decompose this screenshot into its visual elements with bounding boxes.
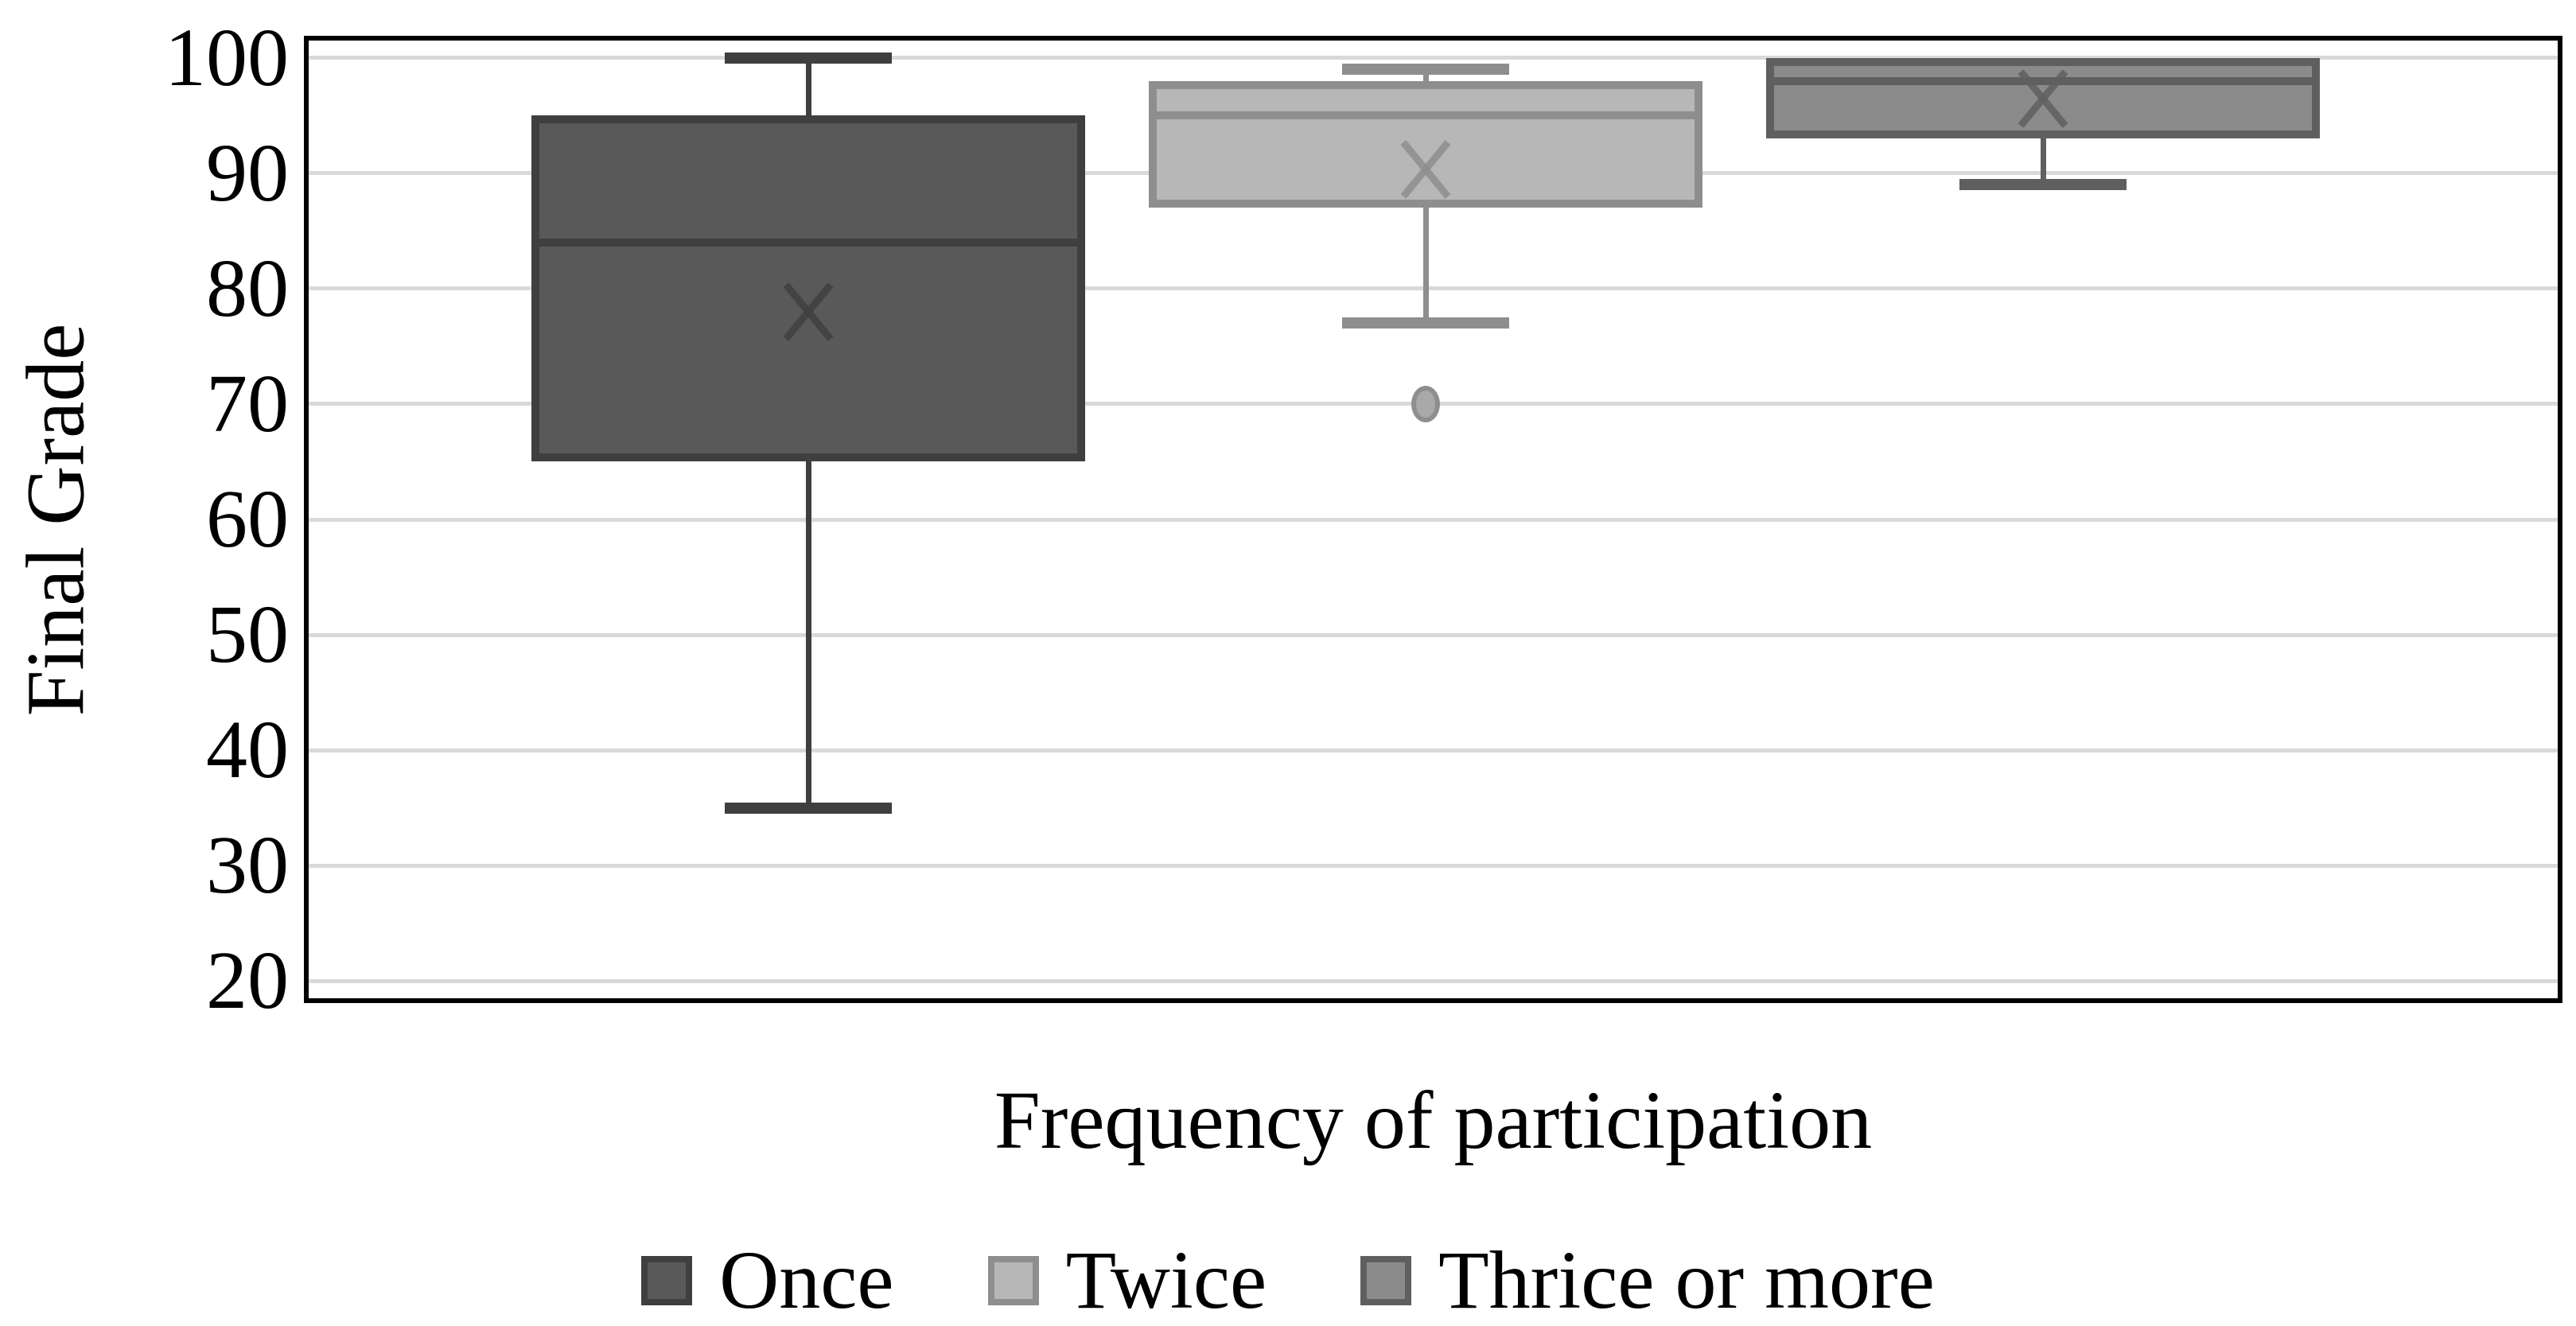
median-line-thrice-or-more bbox=[1766, 76, 2320, 85]
mean-marker-twice bbox=[1397, 136, 1454, 203]
gridline-20 bbox=[309, 978, 2558, 983]
whisker-cap-bottom-thrice-or-more bbox=[1959, 179, 2127, 191]
legend-swatch-once bbox=[641, 1256, 693, 1305]
gridline-100 bbox=[309, 56, 2558, 60]
whisker-stem-bottom-once bbox=[805, 461, 811, 808]
whisker-cap-top-once bbox=[725, 52, 892, 64]
whisker-cap-bottom-twice bbox=[1342, 317, 1509, 329]
y-tick-label-70: 70 bbox=[206, 357, 289, 449]
gridline-60 bbox=[309, 517, 2558, 522]
y-tick-label-90: 90 bbox=[206, 126, 289, 219]
y-tick-label-100: 100 bbox=[165, 11, 289, 103]
legend-item-once: Once bbox=[641, 1229, 894, 1326]
mean-marker-once bbox=[780, 278, 837, 345]
y-tick-label-30: 30 bbox=[206, 819, 289, 912]
whisker-stem-top-twice bbox=[1422, 69, 1429, 81]
y-tick-label-20: 20 bbox=[206, 935, 289, 1027]
y-tick-label-40: 40 bbox=[206, 704, 289, 796]
median-line-twice bbox=[1149, 111, 1702, 120]
gridline-80 bbox=[309, 286, 2558, 291]
box-body-once bbox=[531, 115, 1085, 462]
whisker-stem-bottom-twice bbox=[1422, 208, 1429, 324]
legend-label-thrice-or-more: Thrice or more bbox=[1438, 1235, 1935, 1326]
plot-area bbox=[304, 36, 2562, 1003]
y-tick-label-60: 60 bbox=[206, 473, 289, 565]
legend-swatch-thrice-or-more bbox=[1360, 1256, 1412, 1305]
whisker-cap-top-twice bbox=[1342, 64, 1509, 76]
legend-item-thrice-or-more: Thrice or more bbox=[1360, 1229, 1935, 1326]
y-tick-label-50: 50 bbox=[206, 589, 289, 681]
legend-swatch-twice bbox=[987, 1256, 1039, 1305]
mean-marker-thrice-or-more bbox=[2014, 65, 2072, 132]
legend-label-once: Once bbox=[719, 1235, 894, 1326]
whisker-stem-top-once bbox=[805, 57, 811, 116]
whisker-stem-bottom-thrice-or-more bbox=[2040, 138, 2046, 185]
y-tick-label-80: 80 bbox=[206, 242, 289, 334]
box-body-twice bbox=[1149, 80, 1702, 208]
outlier-point-twice-0 bbox=[1411, 385, 1440, 422]
chart-legend: Once Twice Thrice or more bbox=[0, 1229, 2576, 1326]
legend-label-twice: Twice bbox=[1065, 1235, 1267, 1326]
legend-item-twice: Twice bbox=[987, 1229, 1267, 1326]
gridline-40 bbox=[309, 748, 2558, 752]
whisker-cap-bottom-once bbox=[725, 802, 892, 814]
gridline-50 bbox=[309, 632, 2558, 637]
gridline-30 bbox=[309, 863, 2558, 868]
median-line-once bbox=[531, 238, 1085, 247]
x-axis-title: Frequency of participation bbox=[994, 1075, 1873, 1166]
